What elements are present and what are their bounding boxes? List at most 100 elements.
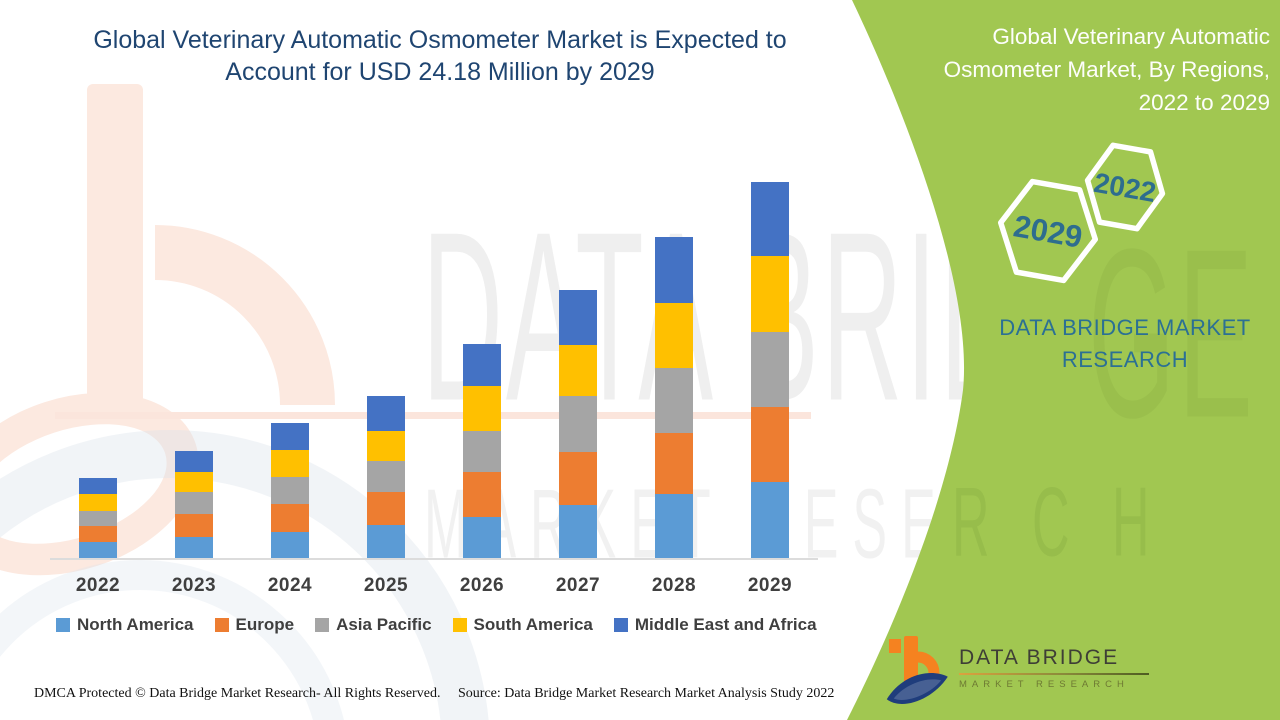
- brand-logo: DATA BRIDGE MARKET RESEARCH: [885, 636, 1185, 716]
- bar-2026: [463, 344, 501, 558]
- bar-segment-2027-europe: [559, 451, 597, 505]
- footer-source: Source: Data Bridge Market Research Mark…: [458, 686, 835, 701]
- bar-segment-2024-north-america: [271, 532, 309, 559]
- brand-logo-name: DATA BRIDGE: [959, 646, 1120, 669]
- x-label-2029: 2029: [747, 575, 793, 596]
- bar-segment-2029-asia-pacific: [751, 332, 789, 407]
- x-label-2022: 2022: [75, 575, 121, 596]
- legend-label: Europe: [235, 615, 295, 634]
- bar-segment-2028-north-america: [655, 493, 693, 559]
- bar-segment-2023-middle-east-and-africa: [175, 451, 213, 473]
- brand-logo-rule: [959, 673, 1149, 675]
- chart-title-line2: Account for USD 24.18 Million by 2029: [225, 58, 655, 86]
- bar-2028: [655, 237, 693, 559]
- bar-segment-2023-europe: [175, 514, 213, 537]
- hexagon-badges: 2022 2029: [997, 142, 1166, 284]
- legend-swatch: [452, 618, 467, 632]
- side-panel-heading: Global Veterinary Automatic Osmometer Ma…: [890, 20, 1270, 119]
- bar-segment-2022-asia-pacific: [79, 510, 117, 527]
- bar-segment-2026-europe: [463, 472, 501, 517]
- bar-segment-2024-middle-east-and-africa: [271, 422, 309, 450]
- bar-2022: [79, 477, 117, 559]
- legend-swatch: [56, 618, 70, 632]
- hexagon-2022-label: 2022: [1092, 167, 1159, 208]
- bar-segment-2022-middle-east-and-africa: [79, 477, 117, 494]
- bar-segment-2023-north-america: [175, 537, 213, 558]
- brand-caption: DATA BRIDGE MARKET RESEARCH: [999, 315, 1251, 372]
- bar-segment-2024-south-america: [271, 449, 309, 478]
- hexagon-2029: 2029: [997, 178, 1099, 284]
- bar-segment-2027-middle-east-and-africa: [559, 289, 597, 345]
- bar-segment-2025-europe: [367, 492, 405, 525]
- x-label-2027: 2027: [555, 575, 601, 596]
- legend-item-south-america: South America: [452, 615, 593, 635]
- bar-segment-2026-asia-pacific: [463, 430, 501, 473]
- bar-segment-2022-south-america: [79, 493, 117, 511]
- bar-segment-2028-asia-pacific: [655, 367, 693, 433]
- bar-segment-2025-middle-east-and-africa: [367, 396, 405, 432]
- legend-label: Asia Pacific: [336, 615, 432, 634]
- legend-swatch: [613, 618, 628, 632]
- bar-segment-2028-south-america: [655, 302, 693, 368]
- legend-swatch: [315, 618, 330, 632]
- legend-label: Middle East and Africa: [634, 615, 817, 634]
- x-label-2023: 2023: [171, 575, 217, 596]
- bar-segment-2029-north-america: [751, 482, 789, 558]
- bar-segment-2026-middle-east-and-africa: [463, 344, 501, 387]
- side-panel-shape: [847, 0, 1280, 720]
- bar-segment-2027-asia-pacific: [559, 395, 597, 452]
- bar-2025: [367, 396, 405, 558]
- legend-swatch: [214, 618, 229, 632]
- bar-segment-2028-europe: [655, 432, 693, 494]
- bar-segment-2024-europe: [271, 504, 309, 533]
- side-heading-line1: Global Veterinary Automatic: [992, 24, 1270, 49]
- hexagon-2022: 2022: [1084, 142, 1166, 232]
- legend-item-middle-east-and-africa: Middle East and Africa: [613, 615, 817, 635]
- brand-logo-icon: [886, 636, 948, 704]
- hexagon-2029-label: 2029: [1011, 208, 1085, 254]
- bar-2029: [751, 182, 789, 558]
- bar-segment-2029-europe: [751, 407, 789, 482]
- bar-2027: [559, 289, 597, 558]
- bar-segment-2023-asia-pacific: [175, 492, 213, 514]
- chart-title-line1: Global Veterinary Automatic Osmometer Ma…: [93, 26, 787, 54]
- footer-copyright: DMCA Protected © Data Bridge Market Rese…: [34, 686, 441, 701]
- bar-segment-2025-north-america: [367, 525, 405, 558]
- bar-segment-2029-middle-east-and-africa: [751, 182, 789, 256]
- bar-segment-2026-north-america: [463, 516, 501, 558]
- bar-segment-2026-south-america: [463, 386, 501, 431]
- x-label-2028: 2028: [651, 575, 697, 596]
- bar-segment-2024-asia-pacific: [271, 477, 309, 505]
- hexagon-2029-outline: [997, 178, 1099, 284]
- brand-logo-subtitle: MARKET RESEARCH: [959, 679, 1129, 690]
- hexagon-2022-outline: [1084, 142, 1166, 232]
- bar-segment-2028-middle-east-and-africa: [655, 237, 693, 303]
- bar-2024: [271, 422, 309, 559]
- bar-segment-2023-south-america: [175, 472, 213, 493]
- bar-segment-2025-south-america: [367, 431, 405, 462]
- bar-2023: [175, 451, 213, 558]
- legend-item-europe: Europe: [214, 615, 295, 635]
- bar-segment-2027-north-america: [559, 504, 597, 558]
- chart-title: Global Veterinary Automatic Osmometer Ma…: [40, 24, 840, 88]
- x-axis-line: [50, 558, 818, 560]
- bar-segment-2025-asia-pacific: [367, 461, 405, 492]
- legend-item-north-america: North America: [56, 615, 194, 635]
- bar-segment-2022-europe: [79, 526, 117, 543]
- brand-logo-text: DATA BRIDGE MARKET RESEARCH: [959, 646, 1184, 690]
- side-heading-line2: Osmometer Market, By Regions,: [943, 57, 1270, 82]
- legend-label: North America: [77, 615, 194, 634]
- x-label-2025: 2025: [363, 575, 409, 596]
- stacked-bar-chart: 2022 2023 2024 2025 2026 2027 2028 2029: [50, 182, 818, 596]
- side-heading-line3: 2022 to 2029: [1138, 90, 1270, 115]
- x-label-2026: 2026: [459, 575, 505, 596]
- bar-segment-2029-south-america: [751, 256, 789, 332]
- chart-legend: North America Europe Asia Pacific South Ame…: [56, 615, 817, 635]
- bar-segment-2022-north-america: [79, 542, 117, 559]
- x-label-2024: 2024: [267, 575, 313, 596]
- bar-segment-2027-south-america: [559, 344, 597, 396]
- legend-label: South America: [473, 615, 593, 634]
- legend-item-asia-pacific: Asia Pacific: [315, 615, 432, 635]
